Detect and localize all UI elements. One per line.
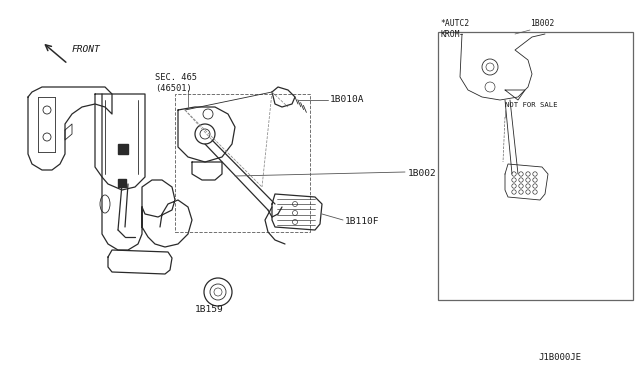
Bar xyxy=(175,94,310,232)
Text: *AUTC2: *AUTC2 xyxy=(440,19,469,28)
Text: J1B000JE: J1B000JE xyxy=(538,353,581,362)
Text: 1B010A: 1B010A xyxy=(330,96,365,105)
Text: 1B002: 1B002 xyxy=(408,170,436,179)
Text: 1B159: 1B159 xyxy=(195,305,224,314)
Text: SEC. 465: SEC. 465 xyxy=(155,74,197,83)
Text: (46501): (46501) xyxy=(155,84,192,93)
Text: NOT FOR SALE: NOT FOR SALE xyxy=(505,102,557,108)
Bar xyxy=(118,179,126,187)
Bar xyxy=(438,32,633,300)
Text: 1B110F: 1B110F xyxy=(345,218,380,227)
Text: 1B002: 1B002 xyxy=(530,19,554,28)
Text: KROM: KROM xyxy=(440,30,460,39)
Text: FRONT: FRONT xyxy=(72,45,100,55)
Bar xyxy=(118,144,128,154)
